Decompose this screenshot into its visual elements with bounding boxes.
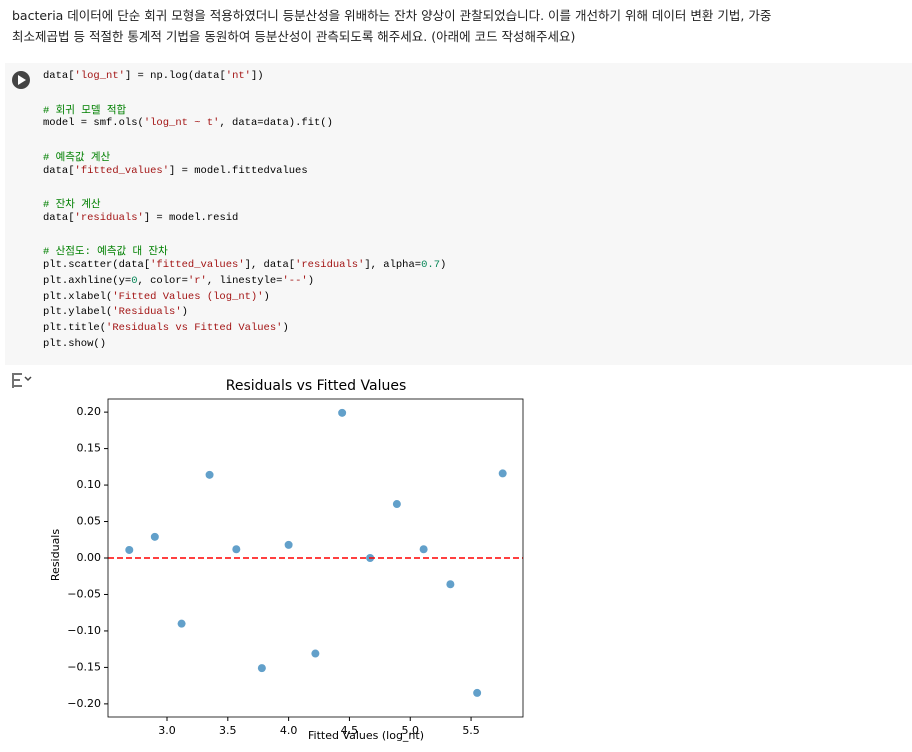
x-tick-label: 3.5 bbox=[219, 724, 237, 737]
code-line: model = smf.ols('log_nt ~ t', data=data)… bbox=[43, 117, 333, 130]
code-line: data['fitted_values'] = model.fittedvalu… bbox=[43, 164, 308, 177]
y-tick-label: 0.10 bbox=[77, 478, 102, 491]
y-tick-label: −0.20 bbox=[67, 697, 101, 710]
point bbox=[498, 469, 507, 478]
point bbox=[205, 470, 214, 479]
plot-frame bbox=[107, 398, 524, 718]
point bbox=[473, 688, 482, 697]
prompt-line: bacteria 데이터에 단순 회귀 모형을 적용하였더니 등분산성을 위배하… bbox=[12, 8, 772, 23]
chart: Residuals vs Fitted Values Fitted Values… bbox=[49, 378, 524, 742]
point bbox=[392, 500, 401, 509]
x-tick-label: 5.0 bbox=[401, 724, 419, 737]
code-line: plt.axhline(y=0, color='r', linestyle='-… bbox=[43, 274, 315, 287]
y-tick-label: 0.20 bbox=[77, 405, 102, 418]
code-line: # 회귀 모델 적합 bbox=[43, 104, 127, 117]
point bbox=[311, 649, 320, 658]
code-line: # 예측값 계산 bbox=[43, 151, 111, 164]
y-tick-label: 0.00 bbox=[77, 551, 102, 564]
y-axis-label: Residuals bbox=[49, 529, 62, 581]
code-line: data['residuals'] = model.resid bbox=[43, 211, 239, 224]
x-tick-label: 5.5 bbox=[462, 724, 480, 737]
code-line: plt.title('Residuals vs Fitted Values') bbox=[43, 322, 289, 334]
code-line: plt.scatter(data['fitted_values'], data[… bbox=[43, 259, 447, 271]
code-line: plt.show() bbox=[43, 337, 107, 350]
code-line: plt.ylabel('Residuals') bbox=[43, 306, 188, 319]
point bbox=[257, 664, 266, 673]
code-line: # 잔차 계산 bbox=[43, 199, 101, 211]
x-tick-label: 3.0 bbox=[158, 724, 176, 737]
point bbox=[177, 619, 186, 628]
prompt-line: 최소제곱법 등 적절한 통계적 기법을 동원하여 등분산성이 관측되도록 해주세… bbox=[12, 29, 576, 44]
y-tick-label: −0.05 bbox=[67, 587, 101, 600]
y-tick-label: −0.10 bbox=[67, 624, 101, 637]
point bbox=[232, 545, 241, 554]
code-line: data['log_nt'] = np.log(data['nt']) bbox=[43, 70, 264, 82]
y-tick-label: 0.05 bbox=[77, 515, 102, 528]
x-axis-label: Fitted Values (log_nt) bbox=[308, 729, 424, 742]
chart-title: Residuals vs Fitted Values bbox=[226, 378, 407, 394]
point bbox=[150, 532, 159, 541]
x-tick-label: 4.5 bbox=[341, 724, 359, 737]
point bbox=[338, 408, 347, 417]
run-button[interactable] bbox=[11, 70, 31, 90]
code-cell bbox=[5, 63, 912, 365]
point bbox=[419, 545, 428, 554]
y-tick-label: −0.15 bbox=[67, 660, 101, 673]
output-toggle[interactable] bbox=[12, 372, 32, 390]
point bbox=[446, 580, 455, 589]
code-line: plt.xlabel('Fitted Values (log_nt)') bbox=[43, 290, 270, 303]
x-tick-label: 4.0 bbox=[280, 724, 298, 737]
point bbox=[125, 545, 134, 554]
y-tick-label: 0.15 bbox=[77, 442, 102, 455]
code-line: # 산점도: 예측값 대 잔차 bbox=[43, 246, 168, 259]
point bbox=[284, 540, 293, 549]
